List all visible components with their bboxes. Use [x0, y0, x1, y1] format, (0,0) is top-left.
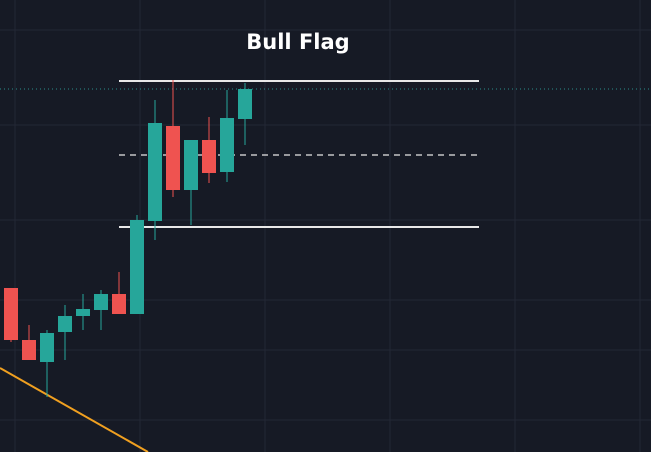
candle-body: [148, 123, 162, 221]
candle-body: [202, 140, 216, 173]
candle-body: [166, 126, 180, 190]
candle-body: [22, 340, 36, 360]
candle-body: [94, 294, 108, 310]
candle-body: [238, 89, 252, 119]
candle-body: [76, 309, 90, 316]
candle-body: [184, 140, 198, 190]
chart-title: Bull Flag: [246, 30, 349, 54]
candle-body: [40, 333, 54, 362]
candle-body: [130, 220, 144, 314]
candle-body: [4, 288, 18, 340]
trend-line: [0, 367, 149, 452]
candle-body: [220, 118, 234, 172]
candle-body: [58, 316, 72, 332]
candle-body: [112, 294, 126, 314]
